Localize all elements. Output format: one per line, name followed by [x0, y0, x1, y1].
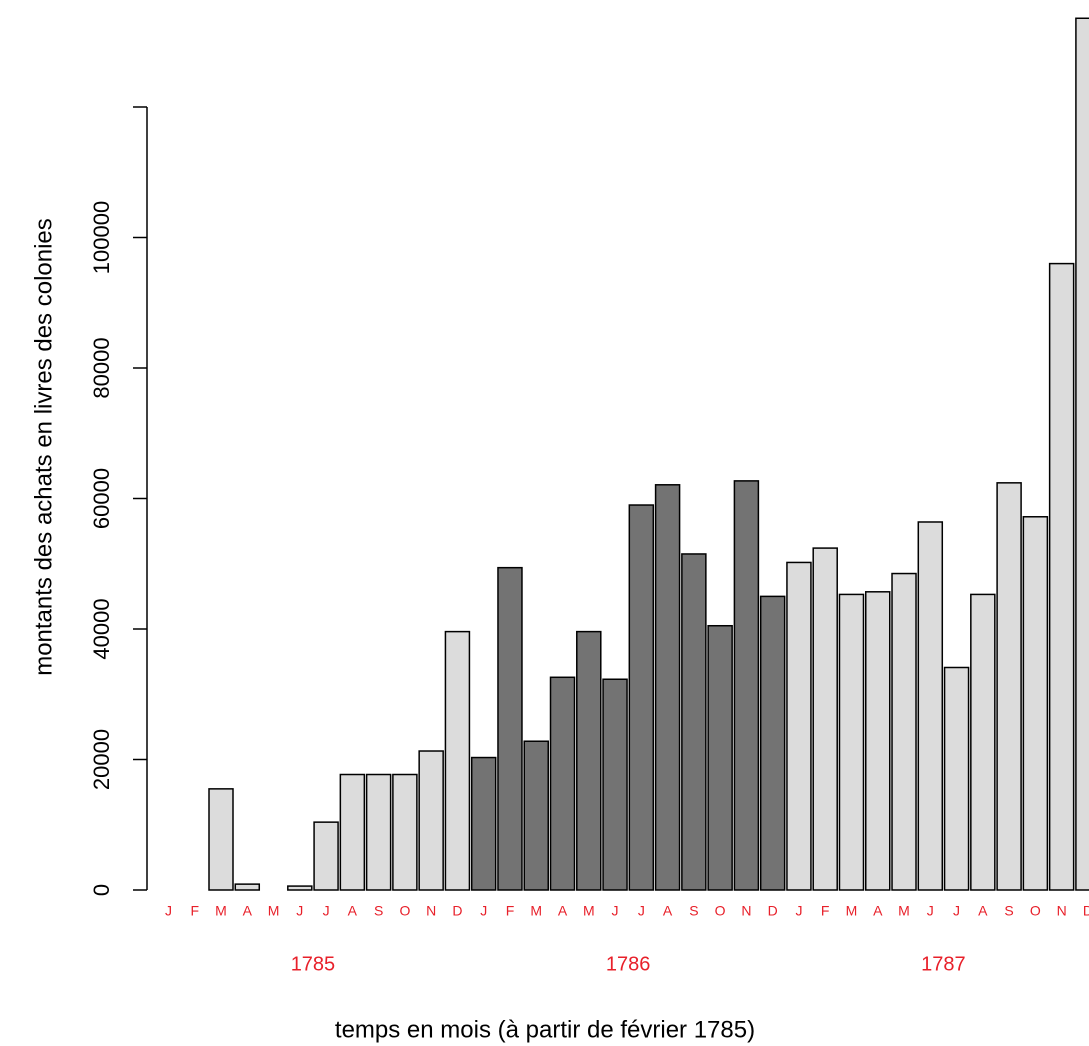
bar: [707, 624, 733, 891]
x-tick-label: O: [715, 903, 726, 919]
y-tick-label: 80000: [89, 337, 114, 398]
y-tick-label: 100000: [89, 201, 114, 274]
x-tick-label: O: [399, 903, 410, 919]
bar: [891, 572, 917, 891]
bar: [313, 821, 339, 891]
bar: [1022, 516, 1049, 891]
y-axis-title: montants des achats en livres des coloni…: [30, 218, 57, 676]
bar: [365, 773, 392, 891]
year-label: 1787: [921, 953, 966, 975]
bar: [234, 883, 261, 891]
x-tick-label: M: [898, 903, 910, 919]
x-tick-label: M: [530, 903, 542, 919]
bar: [418, 750, 444, 891]
bar: [838, 593, 865, 891]
y-tick-label: 60000: [89, 468, 114, 529]
bar: [497, 566, 523, 891]
x-tick-label: J: [953, 903, 960, 919]
x-tick-label: S: [374, 903, 383, 919]
bar: [602, 678, 628, 891]
x-tick-label: J: [165, 903, 172, 919]
bar: [943, 666, 970, 891]
bar: [654, 484, 681, 891]
x-tick-label: J: [296, 903, 303, 919]
bar: [996, 482, 1022, 891]
bar: [392, 773, 418, 891]
bar: [576, 630, 602, 891]
bar: [786, 561, 812, 891]
y-tick-label: 0: [89, 884, 114, 896]
bar: [549, 676, 576, 891]
x-tick-label: A: [558, 903, 568, 919]
bar: [1048, 262, 1075, 891]
y-tick-label: 20000: [89, 729, 114, 790]
x-tick-label: J: [795, 903, 802, 919]
bar: [733, 480, 760, 891]
x-tick-label: S: [689, 903, 698, 919]
x-tick-label: F: [506, 903, 515, 919]
y-tick-label: 40000: [89, 598, 114, 659]
x-tick-label: N: [426, 903, 436, 919]
bar: [470, 756, 497, 891]
x-tick-label: F: [821, 903, 830, 919]
x-tick-label: A: [348, 903, 358, 919]
x-tick-label: J: [612, 903, 619, 919]
x-axis-title: temps en mois (à partir de février 1785): [335, 1016, 755, 1043]
x-tick-label: D: [768, 903, 778, 919]
bar: [523, 740, 549, 891]
bar: [339, 773, 366, 891]
year-label: 1785: [291, 953, 336, 975]
x-tick-label: A: [243, 903, 253, 919]
bar: [812, 547, 838, 891]
bar: [917, 521, 944, 891]
x-tick-label: J: [927, 903, 934, 919]
x-tick-label: A: [873, 903, 883, 919]
x-tick-label: N: [741, 903, 751, 919]
x-tick-label: A: [978, 903, 988, 919]
x-tick-label: D: [1083, 903, 1089, 919]
x-tick-label: M: [268, 903, 280, 919]
bar: [970, 593, 996, 891]
x-tick-label: J: [323, 903, 330, 919]
x-tick-label: M: [846, 903, 858, 919]
x-tick-label: D: [452, 903, 462, 919]
x-tick-label: J: [638, 903, 645, 919]
year-label: 1786: [606, 953, 651, 975]
x-tick-label: A: [663, 903, 673, 919]
bar: [1075, 17, 1089, 891]
x-tick-label: M: [583, 903, 595, 919]
x-tick-label: M: [215, 903, 227, 919]
bar: [681, 553, 707, 891]
x-tick-label: S: [1004, 903, 1013, 919]
x-tick-label: F: [190, 903, 199, 919]
bar: [628, 504, 655, 891]
bar: [208, 788, 234, 891]
bar: [287, 885, 313, 891]
x-tick-label: N: [1057, 903, 1067, 919]
bar: [865, 591, 891, 891]
bar: [444, 630, 471, 891]
bar: [759, 595, 786, 891]
x-tick-label: O: [1030, 903, 1041, 919]
x-tick-label: J: [480, 903, 487, 919]
